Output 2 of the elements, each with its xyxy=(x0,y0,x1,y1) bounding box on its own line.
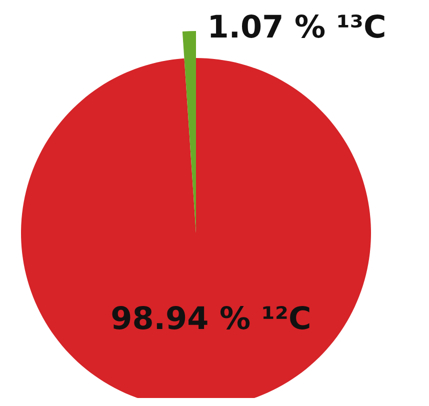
slice-label: 98.94 % ¹²C xyxy=(110,300,312,337)
slice-label: 1.07 % ¹³C xyxy=(207,10,386,46)
